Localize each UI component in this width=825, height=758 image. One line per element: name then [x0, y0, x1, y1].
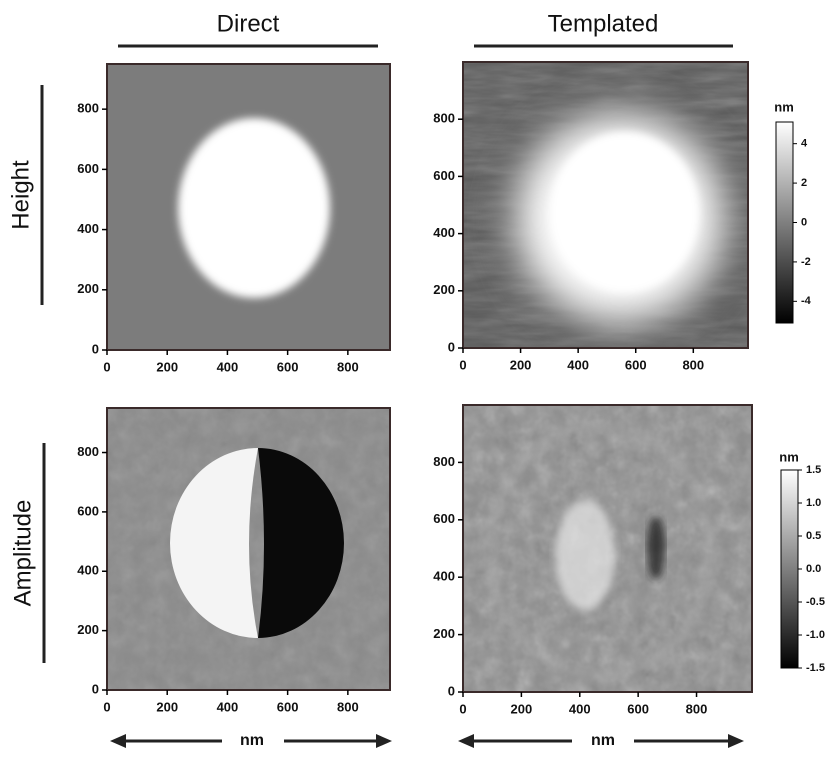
x-tick-label: 0 — [459, 701, 466, 716]
x-tick-label: 800 — [337, 359, 359, 374]
colorbar-tick-label: 1.0 — [806, 497, 821, 509]
x-tick-label: 0 — [103, 359, 110, 374]
y-tick-label: 800 — [77, 444, 99, 459]
colorbar-tick-label: -4 — [801, 295, 812, 307]
y-tick-label: 600 — [433, 511, 455, 526]
y-tick-label: 0 — [92, 681, 99, 696]
y-tick-label: 800 — [433, 454, 455, 469]
colorbar-tick-label: -2 — [801, 256, 811, 268]
x-tick-label: 200 — [511, 701, 533, 716]
x-axis-label: nm — [240, 732, 264, 749]
y-tick-label: 600 — [77, 161, 99, 176]
y-tick-label: 0 — [448, 339, 455, 354]
image-height-direct — [107, 64, 390, 350]
y-tick-label: 600 — [433, 168, 455, 183]
y-tick-label: 800 — [77, 101, 99, 116]
image-amplitude-templated — [463, 405, 752, 692]
colorbar — [776, 122, 793, 323]
y-tick-label: 0 — [92, 341, 99, 356]
y-tick-label: 600 — [77, 503, 99, 518]
y-tick-label: 200 — [77, 281, 99, 296]
x-tick-label: 800 — [337, 699, 359, 714]
y-tick-label: 400 — [77, 563, 99, 578]
image-amplitude-direct — [107, 408, 390, 690]
colorbar-title: nm — [779, 449, 799, 464]
y-tick-label: 400 — [433, 225, 455, 240]
x-tick-label: 600 — [625, 357, 647, 372]
colorbar-tick-label: 4 — [801, 138, 808, 150]
x-tick-label: 200 — [156, 699, 178, 714]
colorbar-title: nm — [774, 99, 794, 114]
colorbar-tick-label: 2 — [801, 177, 807, 189]
x-tick-label: 400 — [569, 701, 591, 716]
colorbar-tick-label: -1.5 — [806, 662, 825, 674]
y-tick-label: 400 — [77, 221, 99, 236]
y-tick-label: 200 — [433, 626, 455, 641]
colorbar-tick-label: -0.5 — [806, 596, 825, 608]
image-height-templated — [463, 62, 755, 353]
colorbar-tick-label: 0 — [801, 216, 807, 228]
colorbar — [781, 470, 798, 668]
x-tick-label: 200 — [156, 359, 178, 374]
y-tick-label: 200 — [433, 282, 455, 297]
x-tick-label: 400 — [217, 699, 239, 714]
x-tick-label: 800 — [682, 357, 704, 372]
y-tick-label: 200 — [77, 622, 99, 637]
row-title: Amplitude — [9, 500, 36, 607]
x-tick-label: 600 — [277, 699, 299, 714]
colorbar-tick-label: 0.5 — [806, 530, 821, 542]
colorbar-tick-label: 1.5 — [806, 464, 821, 476]
x-tick-label: 400 — [567, 357, 589, 372]
x-tick-label: 0 — [459, 357, 466, 372]
x-tick-label: 400 — [217, 359, 239, 374]
row-title: Height — [7, 160, 34, 230]
column-title: Direct — [217, 10, 280, 37]
x-tick-label: 0 — [103, 699, 110, 714]
y-tick-label: 400 — [433, 569, 455, 584]
x-tick-label: 600 — [627, 701, 649, 716]
colorbar-tick-label: 0.0 — [806, 563, 821, 575]
figure: Direct Templated Height Amplitude nm nm … — [0, 0, 825, 753]
x-tick-label: 200 — [510, 357, 532, 372]
y-tick-label: 0 — [448, 683, 455, 698]
column-title: Templated — [548, 10, 659, 37]
y-tick-label: 800 — [433, 111, 455, 126]
colorbar-tick-label: -1.0 — [806, 629, 825, 641]
x-tick-label: 800 — [686, 701, 708, 716]
x-axis-label: nm — [591, 732, 615, 749]
x-tick-label: 600 — [277, 359, 299, 374]
